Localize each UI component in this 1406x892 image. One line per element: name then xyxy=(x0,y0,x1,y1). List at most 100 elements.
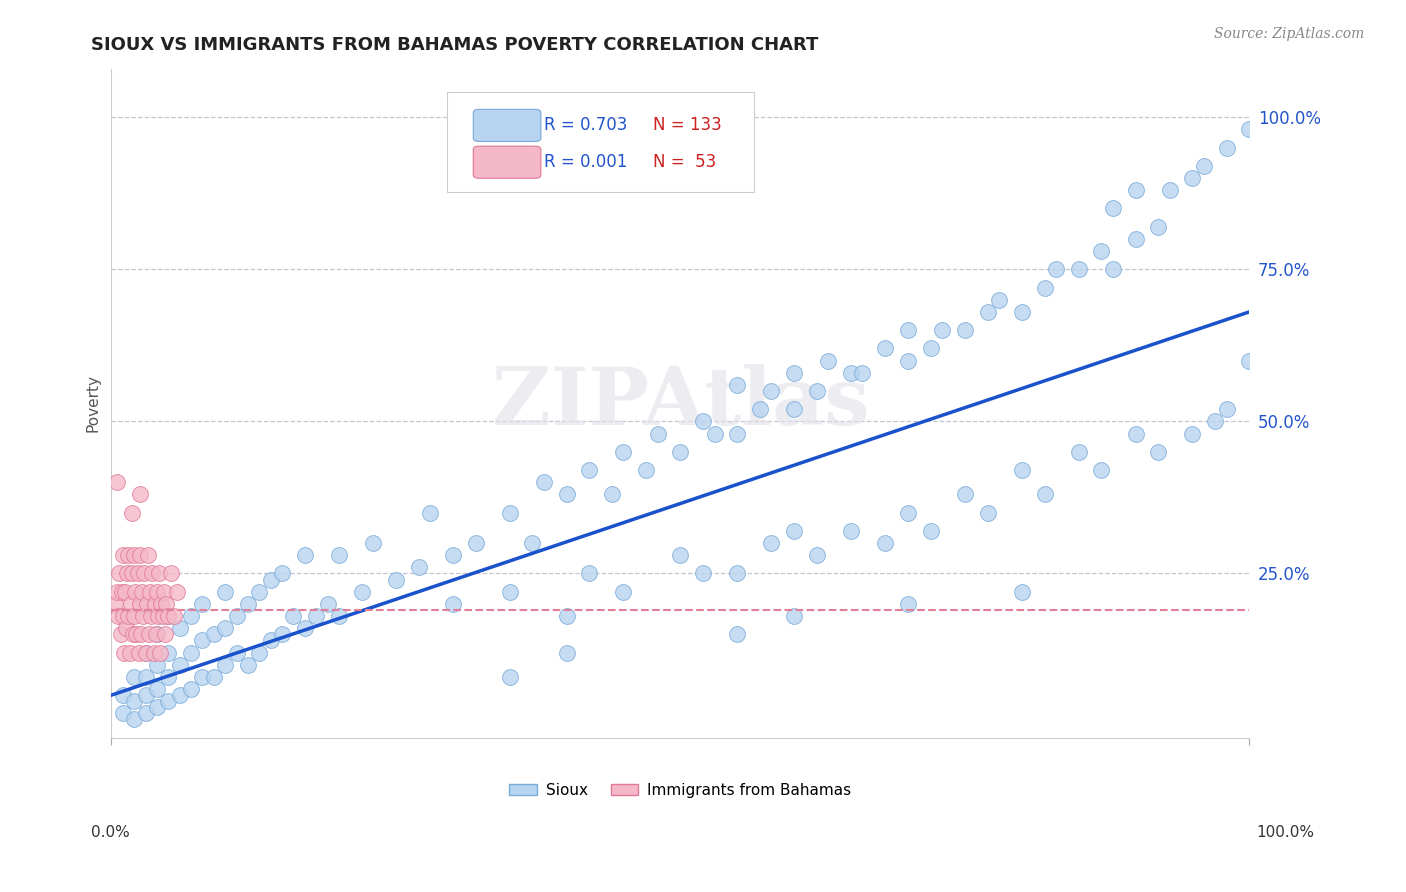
Point xyxy=(499,506,522,520)
Point xyxy=(146,681,169,696)
Point xyxy=(149,646,172,660)
Point xyxy=(1011,305,1033,319)
Point xyxy=(578,463,600,477)
Point xyxy=(499,670,522,684)
Point xyxy=(783,366,806,380)
Point xyxy=(316,597,339,611)
Point xyxy=(260,573,283,587)
Point xyxy=(146,627,169,641)
Point xyxy=(283,609,305,624)
Point xyxy=(692,566,714,581)
Point xyxy=(533,475,555,490)
Point xyxy=(875,342,897,356)
Point xyxy=(112,646,135,660)
Point xyxy=(1125,232,1147,246)
Point xyxy=(783,609,806,624)
Point xyxy=(128,597,150,611)
Point xyxy=(148,566,170,581)
Point xyxy=(169,688,191,702)
Point xyxy=(522,536,544,550)
Point xyxy=(121,566,143,581)
Point xyxy=(1125,183,1147,197)
Text: SIOUX VS IMMIGRANTS FROM BAHAMAS POVERTY CORRELATION CHART: SIOUX VS IMMIGRANTS FROM BAHAMAS POVERTY… xyxy=(91,36,818,54)
Point xyxy=(180,646,202,660)
Point xyxy=(1181,426,1204,441)
Point xyxy=(636,463,658,477)
Point xyxy=(839,524,862,538)
Point xyxy=(180,681,202,696)
Point xyxy=(931,323,953,337)
Point xyxy=(1239,122,1261,136)
Point xyxy=(138,627,160,641)
Point xyxy=(135,670,157,684)
Point xyxy=(117,566,139,581)
Point xyxy=(897,323,920,337)
Point xyxy=(146,609,169,624)
Point xyxy=(134,566,156,581)
Point xyxy=(851,366,873,380)
Point xyxy=(135,646,157,660)
Point xyxy=(897,353,920,368)
Point xyxy=(117,548,139,562)
Point xyxy=(111,609,134,624)
Point xyxy=(988,293,1011,307)
Text: 0.0%: 0.0% xyxy=(91,825,131,840)
Point xyxy=(120,597,142,611)
FancyBboxPatch shape xyxy=(447,92,755,193)
Y-axis label: Poverty: Poverty xyxy=(86,374,100,432)
Point xyxy=(105,584,128,599)
Point xyxy=(817,353,839,368)
Point xyxy=(157,670,180,684)
Point xyxy=(600,487,623,501)
Point xyxy=(1215,140,1237,154)
Text: ZIPAtlas: ZIPAtlas xyxy=(492,364,869,442)
Point xyxy=(725,426,748,441)
Point xyxy=(1011,584,1033,599)
Point xyxy=(132,609,155,624)
Point xyxy=(350,584,373,599)
Point xyxy=(146,584,169,599)
Point xyxy=(1147,219,1170,234)
Point xyxy=(578,566,600,581)
Point xyxy=(1067,444,1090,458)
Point xyxy=(157,609,180,624)
Point xyxy=(153,627,176,641)
Point xyxy=(127,566,149,581)
Point xyxy=(225,609,247,624)
Point xyxy=(122,627,145,641)
Text: Source: ZipAtlas.com: Source: ZipAtlas.com xyxy=(1213,27,1364,41)
Point xyxy=(191,670,214,684)
Point xyxy=(669,548,692,562)
Point xyxy=(157,694,180,708)
Point xyxy=(1204,414,1226,428)
Point xyxy=(146,700,169,714)
Point xyxy=(294,548,316,562)
Point xyxy=(897,597,920,611)
Point xyxy=(920,342,942,356)
Point xyxy=(124,584,146,599)
Point xyxy=(271,566,294,581)
Point xyxy=(361,536,384,550)
Point xyxy=(692,414,714,428)
Point xyxy=(236,657,259,672)
Point xyxy=(1192,159,1215,173)
Point xyxy=(749,402,772,417)
Point xyxy=(1067,262,1090,277)
Point xyxy=(1101,202,1123,216)
Point xyxy=(125,627,148,641)
Point xyxy=(214,584,236,599)
Point xyxy=(669,444,692,458)
Point xyxy=(114,584,136,599)
Text: 100.0%: 100.0% xyxy=(1257,825,1315,840)
Point xyxy=(145,627,167,641)
Point xyxy=(897,506,920,520)
Point xyxy=(260,633,283,648)
Point xyxy=(1033,487,1056,501)
Point xyxy=(143,597,166,611)
Point xyxy=(703,426,725,441)
Point xyxy=(783,524,806,538)
Point xyxy=(783,402,806,417)
Point xyxy=(122,609,145,624)
Point xyxy=(111,584,134,599)
Point xyxy=(761,536,783,550)
